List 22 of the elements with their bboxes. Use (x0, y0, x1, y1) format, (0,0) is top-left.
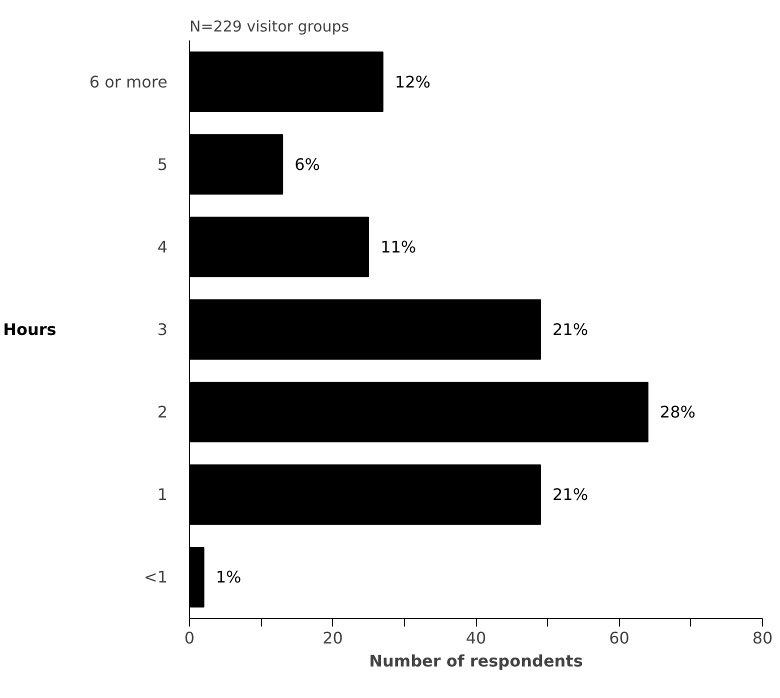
y-tick-label: 1 (157, 485, 168, 504)
y-tick-label: <1 (144, 568, 168, 587)
y-tick-label: 2 (157, 402, 168, 422)
y-axis-title: Hours (3, 320, 56, 339)
y-tick-label: 3 (157, 320, 168, 339)
x-tick-label: 60 (609, 628, 630, 648)
annotation: 1% (216, 568, 242, 587)
y-tick-label: 5 (157, 154, 168, 174)
x-tick-label: 0 (184, 628, 195, 648)
y-tick-label: 6 or more (89, 72, 168, 92)
annotation: 28% (660, 402, 696, 422)
x-tick-label: 20 (322, 628, 343, 648)
x-tick-label: 40 (466, 628, 486, 648)
x-axis-title: Number of respondents (369, 652, 583, 670)
annotation: 11% (380, 237, 416, 256)
chart-title: N=229 visitor groups (190, 18, 350, 36)
y-tick-label: 4 (157, 237, 168, 256)
annotation: 21% (552, 485, 588, 504)
annotation: 21% (552, 320, 588, 339)
x-tick-label: 80 (752, 628, 773, 648)
annotation: 6% (294, 154, 320, 174)
annotation: 12% (394, 72, 430, 92)
